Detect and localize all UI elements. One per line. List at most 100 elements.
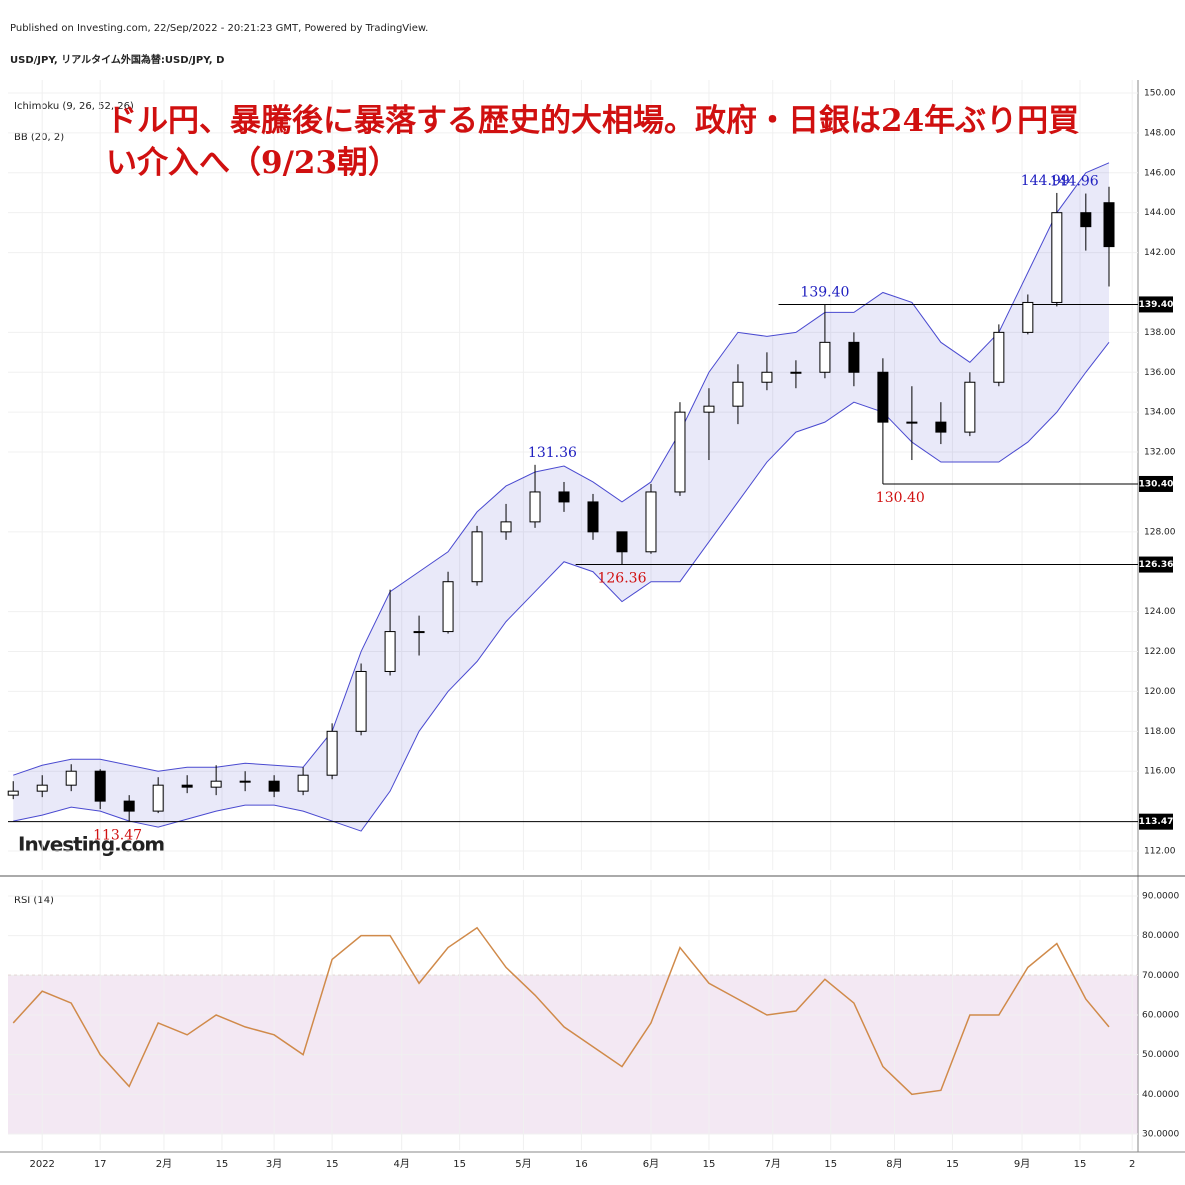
x-tick-label: 17 [94, 1159, 107, 1170]
header: Published on Investing.com, 22/Sep/2022 … [10, 23, 428, 34]
annotation: 126.36 [597, 571, 646, 587]
y-tick-label: 138.00 [1144, 328, 1176, 338]
candle-body [36, 784, 48, 792]
level-box [1139, 813, 1173, 830]
candle-body [906, 421, 918, 424]
bb-upper [13, 162, 1110, 776]
level-box [1139, 296, 1173, 313]
y-tick-label: 132.00 [1144, 448, 1176, 458]
candle-body [152, 784, 164, 812]
candle-body [471, 531, 483, 583]
x-tick-label: 15 [824, 1159, 837, 1170]
y-tick-label: 124.00 [1144, 607, 1176, 617]
level-box [1139, 556, 1173, 573]
x-tick-label: 15 [216, 1159, 229, 1170]
level-label: 113.47 [1139, 817, 1174, 827]
x-tick-label: 4月 [393, 1158, 409, 1170]
y-tick-label: 112.00 [1144, 847, 1176, 857]
annotation: 130.40 [876, 490, 925, 506]
candle-body [210, 780, 222, 788]
x-tick-label: 15 [946, 1159, 959, 1170]
y-tick-label: 146.00 [1144, 168, 1176, 178]
candle-body [993, 331, 1005, 383]
candle-body [384, 631, 396, 672]
candle-body [732, 381, 744, 407]
x-tick-label: 15 [326, 1159, 339, 1170]
y-tick-label: 150.00 [1144, 89, 1176, 99]
rsi-tick-label: 80.0000 [1142, 931, 1179, 941]
x-tick-label: 3月 [266, 1158, 282, 1170]
candle-body [355, 670, 367, 732]
x-tick-label: 15 [1074, 1159, 1087, 1170]
candle-body [500, 521, 512, 533]
candle-body [239, 780, 251, 783]
x-tick-label: 15 [453, 1159, 466, 1170]
level-label: 139.40 [1139, 300, 1174, 310]
candle-body [94, 770, 106, 802]
bb-lower [13, 342, 1110, 832]
x-tick-label: 16 [575, 1159, 588, 1170]
level-box [1139, 475, 1173, 492]
annotation: 113.47 [93, 828, 142, 844]
chart-title: ドル円、暴騰後に暴落する歴史的大相場。政府・日銀は24年ぶり円買い介入へ（9/2… [106, 103, 1080, 181]
y-tick-label: 148.00 [1144, 128, 1176, 138]
level-label: 126.36 [1139, 560, 1174, 570]
candle-body [761, 371, 773, 383]
candle-body [790, 371, 802, 374]
rsi-tick-label: 40.0000 [1142, 1090, 1179, 1100]
candle-body [645, 491, 657, 553]
candle-body [413, 631, 425, 634]
level-label: 130.40 [1139, 479, 1174, 489]
x-tick-label: 8月 [886, 1158, 902, 1170]
indicator-label: BB (20, 2) [14, 132, 64, 143]
candle-body [1103, 202, 1115, 248]
candle-body [268, 780, 280, 792]
indicator-label: Ichimoku (9, 26, 52, 26) [14, 101, 134, 112]
candle-body [181, 784, 193, 788]
candle-body [848, 341, 860, 373]
x-tick-label: 15 [703, 1159, 716, 1170]
candle-body [935, 421, 947, 433]
rsi-tick-label: 50.0000 [1142, 1050, 1179, 1060]
y-tick-label: 116.00 [1144, 767, 1176, 777]
candle-body [616, 531, 628, 553]
x-tick-label: 2 [1129, 1159, 1135, 1170]
annotation: 144.96 [1050, 174, 1099, 190]
y-tick-label: 134.00 [1144, 408, 1176, 418]
x-tick-label: 5月 [515, 1158, 531, 1170]
candle-body [1051, 212, 1063, 303]
y-tick-label: 120.00 [1144, 687, 1176, 697]
symbol: USD/JPY, リアルタイム外国為替:USD/JPY, D [10, 53, 224, 66]
candle-body [964, 381, 976, 433]
rsi-label: RSI (14) [14, 895, 54, 906]
candle-body [558, 491, 570, 503]
x-tick-label: 7月 [765, 1158, 781, 1170]
annotation: 139.40 [800, 284, 849, 300]
candle-body [703, 405, 715, 413]
rsi-tick-label: 70.0000 [1142, 971, 1179, 981]
candle-body [587, 501, 599, 533]
y-tick-label: 118.00 [1144, 727, 1176, 737]
logo: Investing.com [18, 833, 164, 857]
y-tick-label: 128.00 [1144, 527, 1176, 537]
candle-body [442, 581, 454, 633]
candle-body [7, 790, 19, 796]
x-tick-label: 6月 [643, 1158, 659, 1170]
candle-body [877, 371, 889, 423]
x-tick-label: 9月 [1014, 1158, 1030, 1170]
candle-body [819, 341, 831, 373]
x-tick-label: 2022 [29, 1159, 54, 1170]
candle-body [65, 770, 77, 786]
annotation: 131.36 [528, 445, 577, 461]
candle-body [674, 411, 686, 493]
candle-body [326, 730, 338, 776]
y-tick-label: 122.00 [1144, 647, 1176, 657]
rsi-line [12, 926, 1110, 1096]
rsi-tick-label: 90.0000 [1142, 892, 1179, 902]
rsi-tick-label: 60.0000 [1142, 1011, 1179, 1021]
candle-body [123, 800, 135, 812]
candle-body [529, 491, 541, 523]
candle-body [1080, 212, 1092, 228]
